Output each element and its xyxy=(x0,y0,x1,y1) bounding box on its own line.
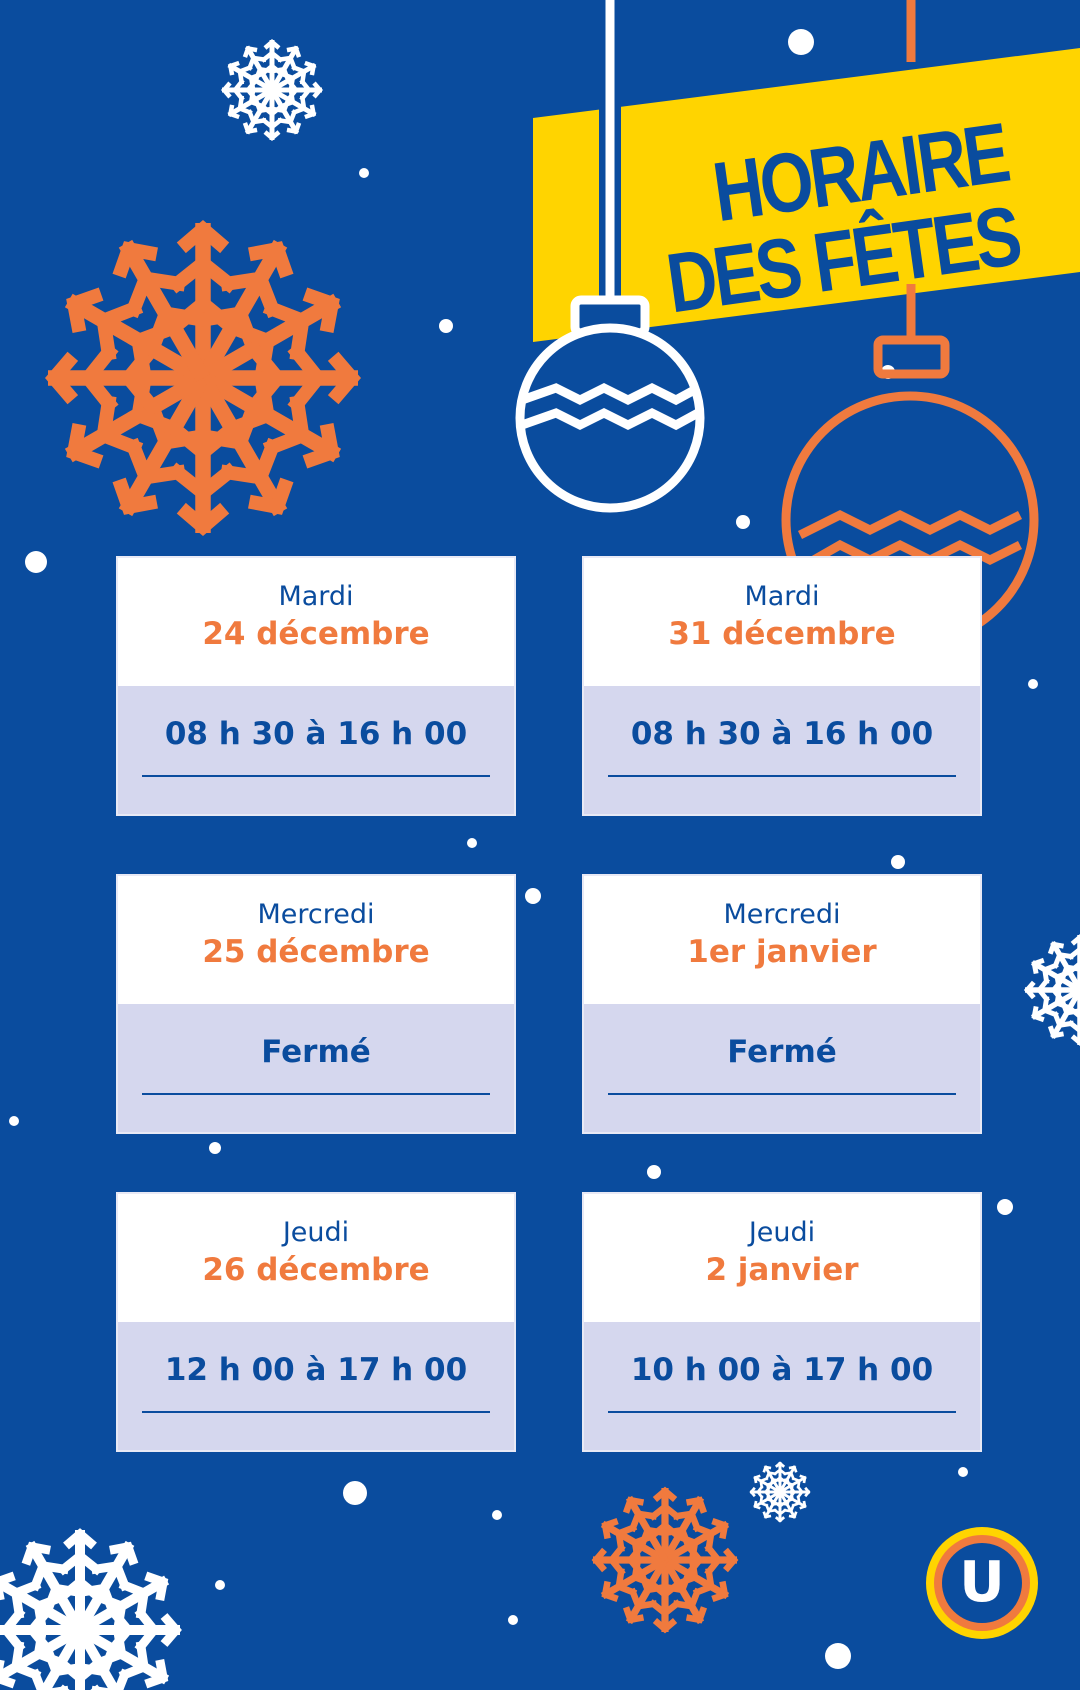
date-label: 2 janvier xyxy=(705,1252,859,1288)
divider xyxy=(142,775,490,777)
snowflake-icon xyxy=(48,223,358,533)
hours-label: 12 h 00 à 17 h 00 xyxy=(164,1352,468,1388)
schedule-card: Jeudi 26 décembre 12 h 00 à 17 h 00 xyxy=(116,1192,516,1452)
hours-label: Fermé xyxy=(261,1034,371,1070)
hours-label: Fermé xyxy=(727,1034,837,1070)
date-label: 25 décembre xyxy=(202,934,430,970)
ornament-white xyxy=(515,0,705,513)
date-label: 1er janvier xyxy=(687,934,877,970)
hours-label: 08 h 30 à 16 h 00 xyxy=(164,716,468,752)
divider xyxy=(142,1093,490,1095)
divider xyxy=(608,1411,956,1413)
day-label: Mardi xyxy=(278,581,354,612)
schedule-card: Jeudi 2 janvier 10 h 00 à 17 h 00 xyxy=(582,1192,982,1452)
snowflake-icon xyxy=(750,1462,810,1522)
date-label: 31 décembre xyxy=(668,616,896,652)
schedule-card: Mardi 31 décembre 08 h 30 à 16 h 00 xyxy=(582,556,982,816)
divider xyxy=(142,1411,490,1413)
divider xyxy=(608,1093,956,1095)
brand-logo: U xyxy=(926,1527,1038,1639)
day-label: Jeudi xyxy=(282,1217,350,1248)
hours-label: 08 h 30 à 16 h 00 xyxy=(630,716,934,752)
day-label: Mercredi xyxy=(723,899,841,930)
title-banner xyxy=(533,48,1080,342)
day-label: Jeudi xyxy=(748,1217,816,1248)
snowflake-icon xyxy=(0,1530,180,1690)
hours-label: 10 h 00 à 17 h 00 xyxy=(630,1352,934,1388)
date-label: 26 décembre xyxy=(202,1252,430,1288)
divider xyxy=(608,775,956,777)
snowflake-icon xyxy=(593,1488,737,1632)
logo-letter: U xyxy=(942,1543,1022,1623)
schedule-card: Mercredi 25 décembre Fermé xyxy=(116,874,516,1134)
day-label: Mardi xyxy=(744,581,820,612)
day-label: Mercredi xyxy=(257,899,375,930)
schedule-card: Mercredi 1er janvier Fermé xyxy=(582,874,982,1134)
date-label: 24 décembre xyxy=(202,616,430,652)
schedule-card: Mardi 24 décembre 08 h 30 à 16 h 00 xyxy=(116,556,516,816)
snowflake-icon xyxy=(222,40,322,140)
snowflake-icon xyxy=(1025,935,1080,1045)
